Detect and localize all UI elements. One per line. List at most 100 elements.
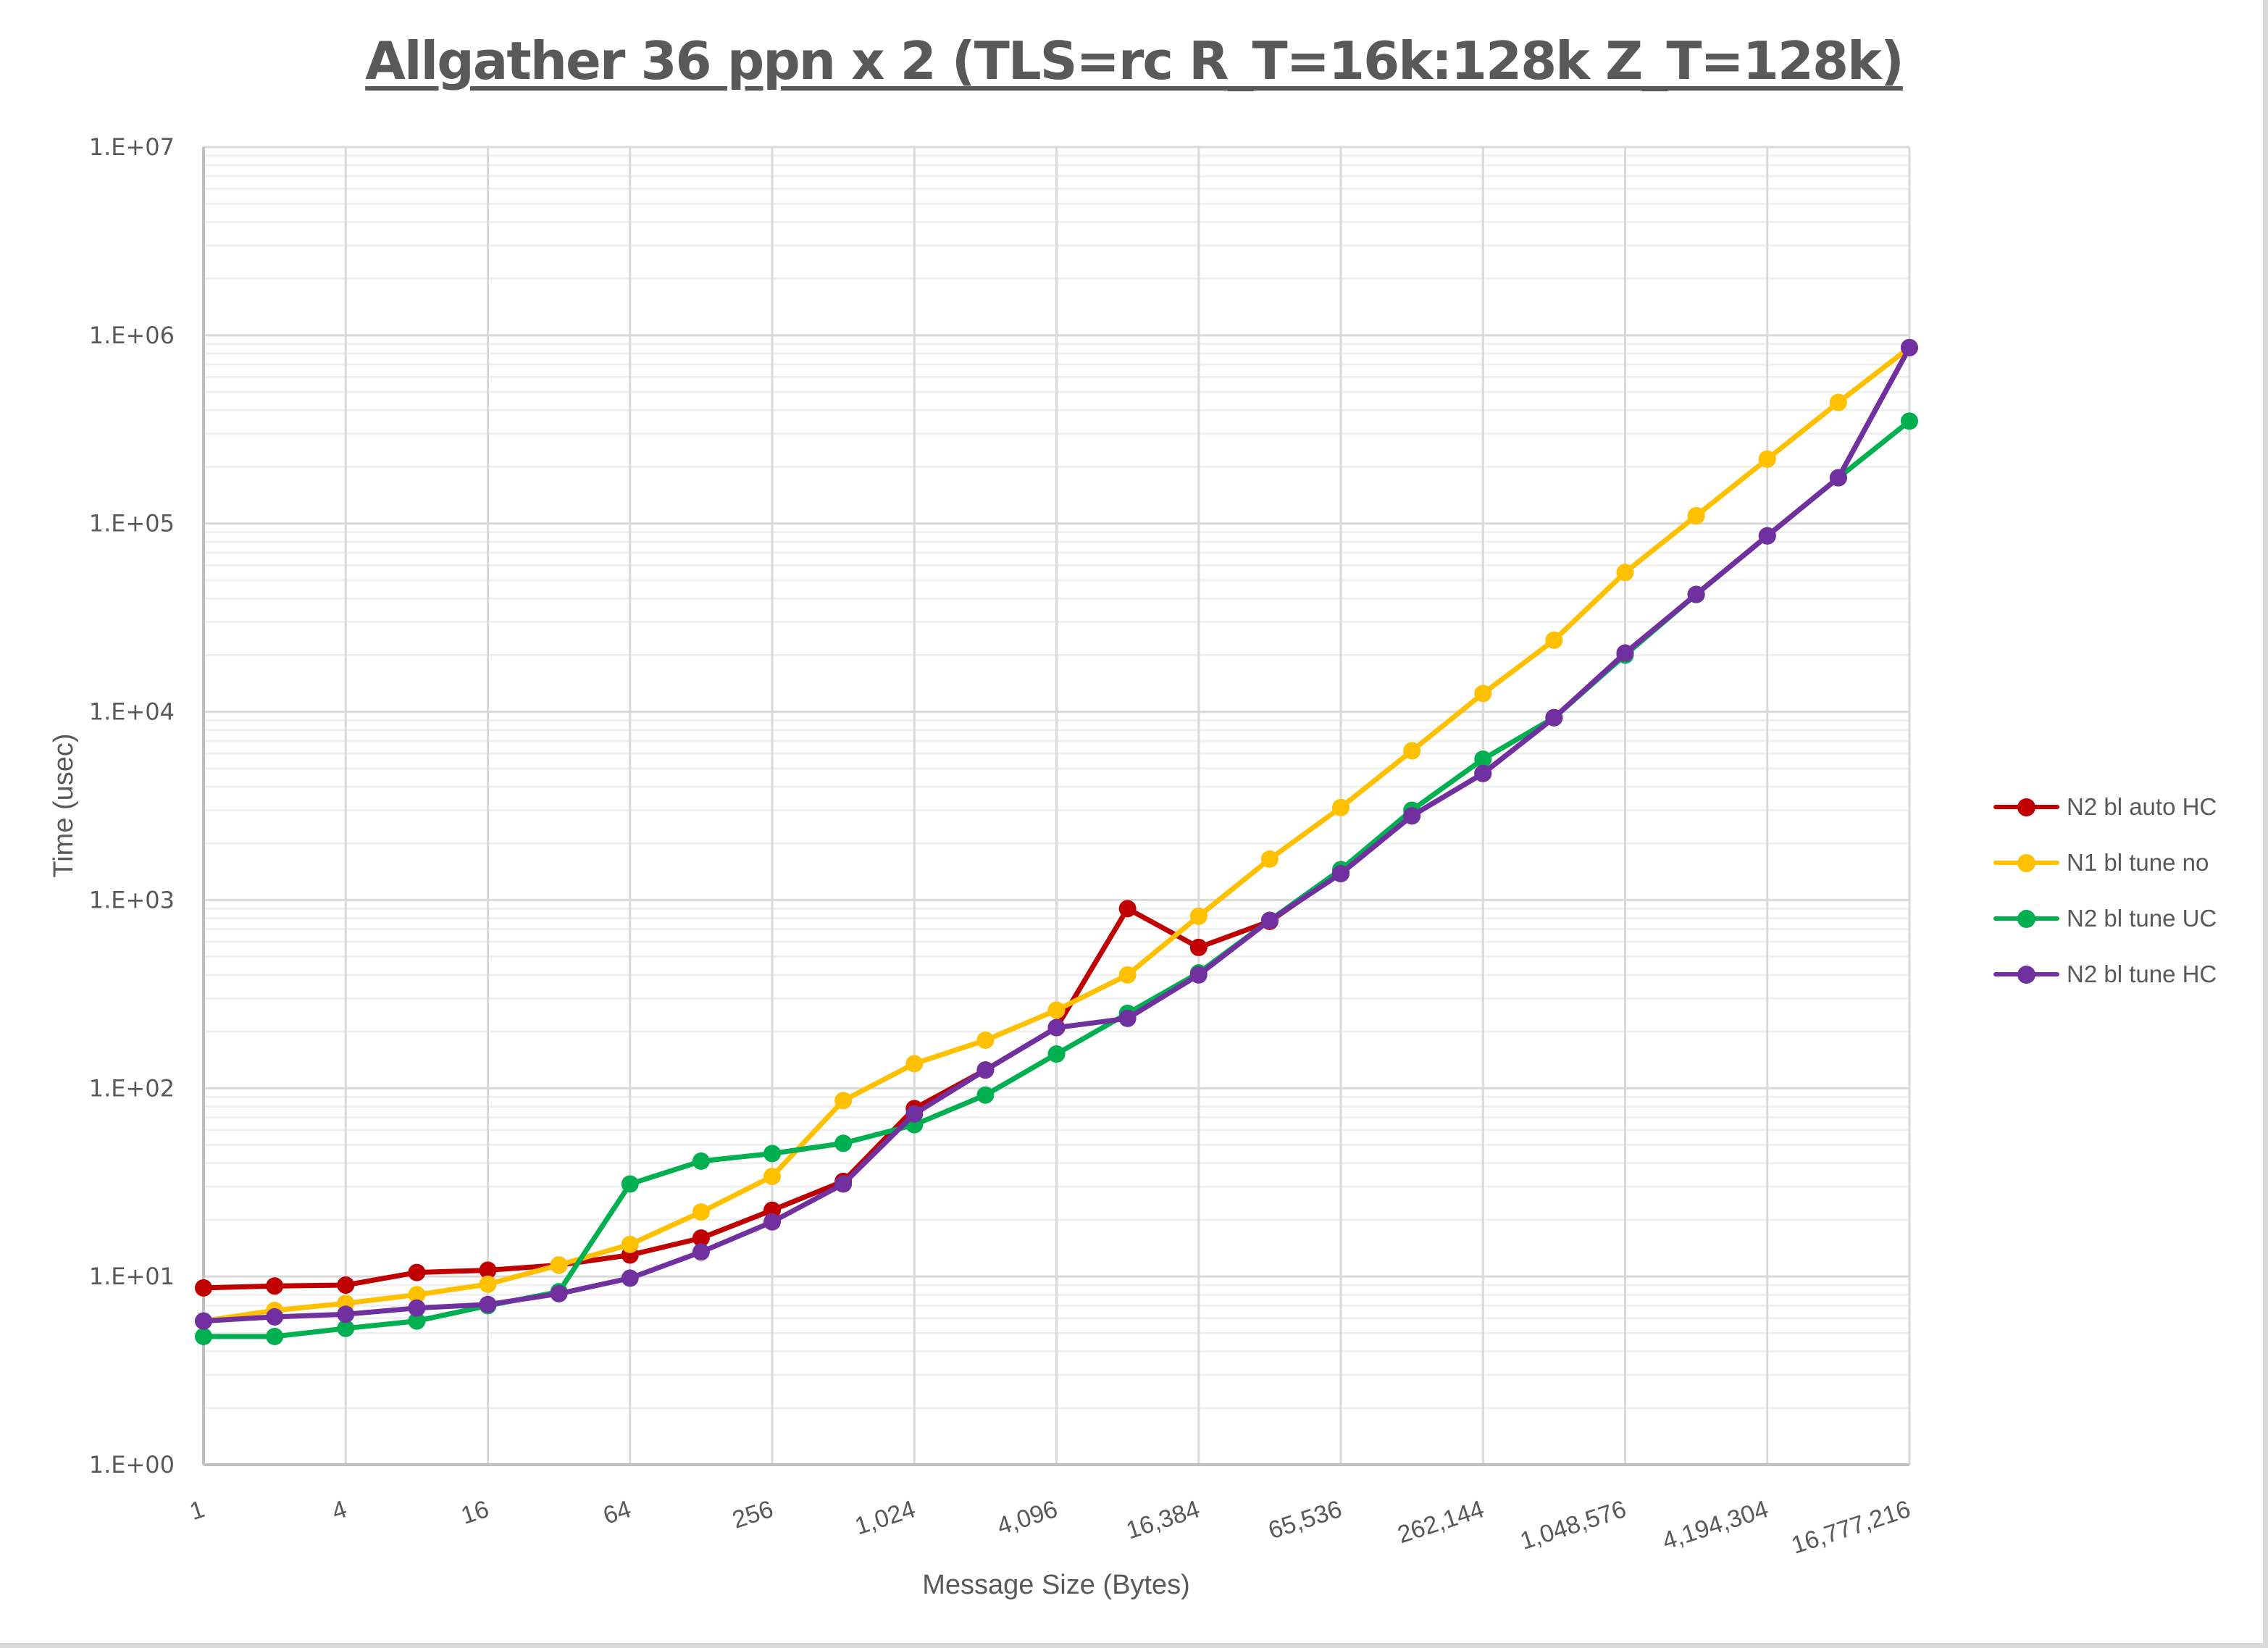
y-tick-label: 1.E+06 xyxy=(89,322,175,349)
data-point[interactable] xyxy=(621,1269,639,1287)
x-tick-label: 4 xyxy=(329,1495,351,1526)
data-point[interactable] xyxy=(195,1279,212,1297)
y-tick-label: 1.E+07 xyxy=(89,133,175,161)
data-point[interactable] xyxy=(1332,865,1349,883)
data-point[interactable] xyxy=(1474,685,1492,703)
legend-item-n2-bl-tune-uc[interactable]: N2 bl tune UC xyxy=(1992,890,2217,946)
data-series xyxy=(195,338,1918,1345)
data-point[interactable] xyxy=(976,1061,995,1079)
data-point[interactable] xyxy=(692,1203,710,1221)
x-tick-label: 1,024 xyxy=(852,1495,919,1540)
x-tick-label: 262,144 xyxy=(1394,1495,1488,1549)
data-point[interactable] xyxy=(266,1277,284,1295)
data-point[interactable] xyxy=(1616,644,1634,662)
data-point[interactable] xyxy=(1332,798,1349,816)
data-point[interactable] xyxy=(266,1327,284,1345)
data-point[interactable] xyxy=(408,1286,426,1304)
data-point[interactable] xyxy=(834,1175,853,1193)
x-tick-label: 1,048,576 xyxy=(1517,1495,1630,1555)
x-tick-label: 1 xyxy=(186,1495,208,1526)
data-point[interactable] xyxy=(1829,469,1847,487)
x-tick-label: 65,536 xyxy=(1265,1495,1345,1544)
legend-item-n2-bl-tune-hc[interactable]: N2 bl tune HC xyxy=(1992,946,2217,1002)
data-point[interactable] xyxy=(1901,412,1918,430)
data-point[interactable] xyxy=(976,1031,995,1049)
data-point[interactable] xyxy=(1545,708,1563,727)
data-point[interactable] xyxy=(1758,450,1776,468)
data-point[interactable] xyxy=(408,1299,426,1317)
data-point[interactable] xyxy=(1118,900,1137,918)
data-point[interactable] xyxy=(195,1327,212,1345)
data-point[interactable] xyxy=(1687,506,1705,524)
data-point[interactable] xyxy=(1189,907,1208,925)
data-point[interactable] xyxy=(1189,966,1208,984)
data-point[interactable] xyxy=(479,1261,497,1279)
y-tick-label: 1.E+04 xyxy=(89,698,175,726)
data-point[interactable] xyxy=(905,1055,924,1073)
data-point[interactable] xyxy=(479,1295,497,1313)
y-axis-tick-labels: 1.E+00 1.E+01 1.E+02 1.E+03 1.E+04 1.E+05 1.E+… xyxy=(89,133,175,1478)
data-point[interactable] xyxy=(692,1229,710,1247)
y-tick-label: 1.E+00 xyxy=(89,1451,175,1478)
data-point[interactable] xyxy=(834,1134,853,1153)
data-point[interactable] xyxy=(834,1092,853,1110)
data-point[interactable] xyxy=(1474,764,1492,782)
series-n1-bl-tune-no[interactable] xyxy=(195,338,1918,1330)
data-point[interactable] xyxy=(1545,631,1563,649)
data-point[interactable] xyxy=(1118,966,1137,984)
legend-label: N2 bl tune HC xyxy=(2067,960,2217,987)
data-point[interactable] xyxy=(1118,1009,1137,1027)
data-point[interactable] xyxy=(1047,1019,1066,1037)
data-point[interactable] xyxy=(1260,850,1279,868)
data-point[interactable] xyxy=(1687,585,1705,603)
data-point[interactable] xyxy=(1403,807,1421,825)
chart-title: Allgather 36 ppn x 2 (TLS=rc R_T=16k:128… xyxy=(0,30,2268,91)
legend-label: N2 bl auto HC xyxy=(2067,792,2217,820)
data-point[interactable] xyxy=(266,1308,284,1326)
data-point[interactable] xyxy=(1474,750,1492,769)
y-tick-label: 1.E+02 xyxy=(89,1074,175,1102)
x-tick-label: 16 xyxy=(458,1495,493,1530)
data-point[interactable] xyxy=(1758,527,1776,545)
data-point[interactable] xyxy=(1189,938,1208,956)
data-point[interactable] xyxy=(905,1105,924,1123)
data-point[interactable] xyxy=(1047,1045,1066,1063)
data-point[interactable] xyxy=(1829,393,1847,411)
x-axis-tick-labels: 1 4 16 64 256 1,024 4,096 16,384 65,536 262,144 1,… xyxy=(186,1495,1914,1560)
x-tick-label: 4,194,304 xyxy=(1659,1495,1772,1555)
data-point[interactable] xyxy=(479,1275,497,1293)
data-point[interactable] xyxy=(1616,564,1634,582)
legend-item-n2-bl-auto-hc[interactable]: N2 bl auto HC xyxy=(1992,779,2217,835)
data-point[interactable] xyxy=(763,1213,781,1231)
data-point[interactable] xyxy=(621,1235,639,1253)
data-point[interactable] xyxy=(692,1152,710,1170)
data-point[interactable] xyxy=(763,1145,781,1163)
x-axis-title: Message Size (Bytes) xyxy=(922,1570,1190,1600)
data-point[interactable] xyxy=(976,1086,995,1104)
data-point[interactable] xyxy=(550,1284,568,1302)
data-point[interactable] xyxy=(550,1256,568,1274)
series-n2-bl-tune-hc[interactable] xyxy=(195,338,1918,1330)
data-point[interactable] xyxy=(337,1305,355,1323)
data-point[interactable] xyxy=(1260,911,1279,929)
data-point[interactable] xyxy=(408,1263,426,1281)
line-marker-icon xyxy=(1992,852,2061,874)
x-tick-label: 16,777,216 xyxy=(1788,1495,1914,1560)
data-point[interactable] xyxy=(621,1175,639,1193)
y-axis-title: Time (usec) xyxy=(49,733,79,877)
axes xyxy=(202,147,1909,1466)
data-point[interactable] xyxy=(1047,1001,1066,1019)
data-point[interactable] xyxy=(763,1168,781,1186)
data-point[interactable] xyxy=(195,1312,212,1330)
y-tick-label: 1.E+05 xyxy=(89,510,175,538)
data-point[interactable] xyxy=(1901,338,1918,356)
data-point[interactable] xyxy=(692,1243,710,1261)
legend-item-n1-bl-tune-no[interactable]: N1 bl tune no xyxy=(1992,835,2217,890)
data-point[interactable] xyxy=(337,1319,355,1337)
x-tick-label: 256 xyxy=(729,1495,777,1534)
data-point[interactable] xyxy=(1403,742,1421,760)
x-tick-label: 4,096 xyxy=(994,1495,1061,1540)
data-point[interactable] xyxy=(337,1276,355,1294)
data-point[interactable] xyxy=(408,1312,426,1330)
